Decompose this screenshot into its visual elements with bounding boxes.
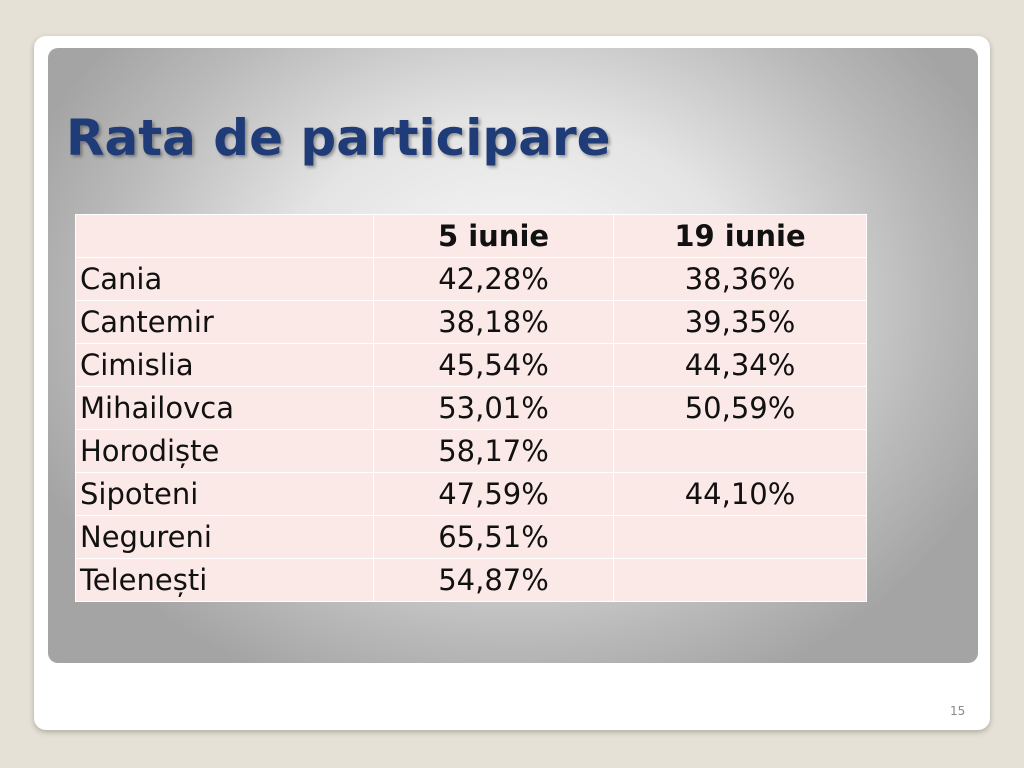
locality-cell: Sipoteni xyxy=(75,472,374,516)
locality-cell: Horodiște xyxy=(75,429,374,473)
header-cell-locality xyxy=(75,214,374,258)
value-cell-5-iunie: 53,01% xyxy=(373,386,614,430)
table-row: Horodiște 58,17% xyxy=(75,429,867,473)
value-cell-5-iunie: 54,87% xyxy=(373,558,614,602)
table-row: Sipoteni 47,59% 44,10% xyxy=(75,472,867,516)
locality-cell: Negureni xyxy=(75,515,374,559)
table-row: Mihailovca 53,01% 50,59% xyxy=(75,386,867,430)
locality-cell: Telenești xyxy=(75,558,374,602)
locality-cell: Mihailovca xyxy=(75,386,374,430)
value-cell-19-iunie xyxy=(613,558,867,602)
header-cell-19-iunie: 19 iunie xyxy=(613,214,867,258)
locality-cell: Cantemir xyxy=(75,300,374,344)
value-cell-5-iunie: 65,51% xyxy=(373,515,614,559)
table-header-row: 5 iunie 19 iunie xyxy=(75,214,867,258)
page-number: 15 xyxy=(950,704,966,718)
table-row: Telenești 54,87% xyxy=(75,558,867,602)
table-row: Cantemir 38,18% 39,35% xyxy=(75,300,867,344)
locality-cell: Cimislia xyxy=(75,343,374,387)
participation-table: 5 iunie 19 iunie Cania 42,28% 38,36% Can… xyxy=(75,214,867,602)
value-cell-5-iunie: 47,59% xyxy=(373,472,614,516)
value-cell-19-iunie: 39,35% xyxy=(613,300,867,344)
header-cell-5-iunie: 5 iunie xyxy=(373,214,614,258)
value-cell-19-iunie: 44,10% xyxy=(613,472,867,516)
slide-title: Rata de participare xyxy=(66,109,611,167)
table-row: Cimislia 45,54% 44,34% xyxy=(75,343,867,387)
value-cell-5-iunie: 58,17% xyxy=(373,429,614,473)
value-cell-19-iunie xyxy=(613,429,867,473)
value-cell-5-iunie: 42,28% xyxy=(373,257,614,301)
value-cell-19-iunie: 44,34% xyxy=(613,343,867,387)
value-cell-5-iunie: 38,18% xyxy=(373,300,614,344)
value-cell-5-iunie: 45,54% xyxy=(373,343,614,387)
table-row: Negureni 65,51% xyxy=(75,515,867,559)
locality-cell: Cania xyxy=(75,257,374,301)
value-cell-19-iunie: 38,36% xyxy=(613,257,867,301)
value-cell-19-iunie: 50,59% xyxy=(613,386,867,430)
value-cell-19-iunie xyxy=(613,515,867,559)
table-row: Cania 42,28% 38,36% xyxy=(75,257,867,301)
